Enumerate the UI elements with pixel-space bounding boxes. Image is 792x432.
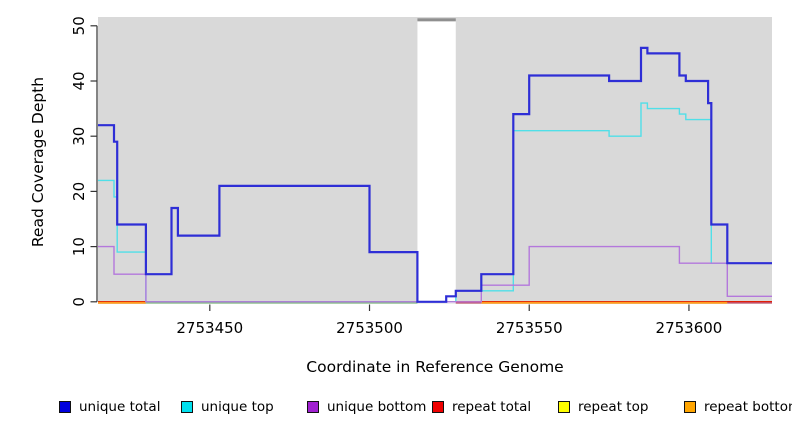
svg-text:2753600: 2753600 (656, 319, 723, 337)
svg-text:20: 20 (70, 182, 88, 201)
legend-label: unique total (79, 399, 161, 415)
unique-total-swatch-icon (59, 401, 71, 413)
svg-text:50: 50 (70, 16, 88, 35)
legend-item-repeat-bottom: repeat bottom (684, 399, 792, 415)
legend-label: repeat total (452, 399, 532, 415)
svg-text:30: 30 (70, 127, 88, 146)
legend-label: unique bottom (327, 399, 427, 415)
legend-item-unique-bottom: unique bottom (307, 399, 426, 415)
svg-text:0: 0 (70, 297, 88, 307)
legend-label: unique top (201, 399, 274, 415)
legend-item-unique-total: unique total (59, 399, 160, 415)
legend-item-repeat-total: repeat total (432, 399, 531, 415)
unique-top-swatch-icon (181, 401, 193, 413)
svg-text:2753500: 2753500 (336, 319, 403, 337)
svg-text:2753550: 2753550 (496, 319, 563, 337)
unique-bottom-swatch-icon (307, 401, 319, 413)
legend-label: repeat bottom (704, 399, 792, 415)
legend: unique total unique top unique bottom re… (0, 399, 792, 417)
svg-text:40: 40 (70, 71, 88, 90)
repeat-bottom-swatch-icon (684, 401, 696, 413)
x-axis-label: Coordinate in Reference Genome (306, 358, 564, 376)
svg-text:2753450: 2753450 (176, 319, 243, 337)
legend-item-unique-top: unique top (181, 399, 274, 415)
svg-text:10: 10 (70, 237, 88, 256)
legend-label: repeat top (578, 399, 649, 415)
y-axis-label: Read Coverage Depth (29, 76, 47, 248)
repeat-top-swatch-icon (558, 401, 570, 413)
legend-item-repeat-top: repeat top (558, 399, 648, 415)
repeat-total-swatch-icon (432, 401, 444, 413)
